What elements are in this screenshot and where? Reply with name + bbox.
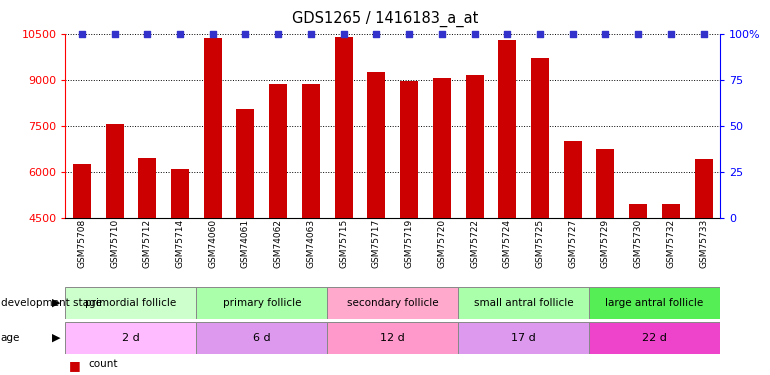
Bar — [695, 159, 712, 355]
Point — [468, 31, 480, 37]
Bar — [204, 38, 222, 355]
Point — [599, 31, 611, 37]
Text: secondary follicle: secondary follicle — [347, 298, 438, 308]
Point — [501, 31, 514, 37]
Bar — [466, 75, 484, 355]
Bar — [270, 84, 287, 355]
Bar — [196, 322, 327, 354]
Point — [206, 31, 219, 37]
Point — [698, 31, 710, 37]
Point — [305, 31, 317, 37]
Bar — [171, 168, 189, 355]
Text: 12 d: 12 d — [380, 333, 405, 343]
Point — [665, 31, 677, 37]
Point — [567, 31, 579, 37]
Bar — [139, 158, 156, 355]
Text: large antral follicle: large antral follicle — [605, 298, 704, 308]
Bar — [105, 124, 123, 355]
Point — [141, 31, 153, 37]
Text: small antral follicle: small antral follicle — [474, 298, 574, 308]
Bar — [629, 204, 647, 355]
Bar — [589, 322, 720, 354]
Bar — [65, 287, 196, 319]
Point — [632, 31, 644, 37]
Text: primordial follicle: primordial follicle — [85, 298, 176, 308]
Text: ■: ■ — [69, 359, 81, 372]
Bar — [531, 58, 549, 355]
Text: development stage: development stage — [1, 298, 102, 308]
Text: 17 d: 17 d — [511, 333, 536, 343]
Point — [370, 31, 383, 37]
Text: primary follicle: primary follicle — [223, 298, 301, 308]
Point — [75, 31, 88, 37]
Bar — [335, 37, 353, 355]
Point — [337, 31, 350, 37]
Bar — [65, 322, 196, 354]
Text: ▶: ▶ — [52, 298, 61, 308]
Bar — [458, 322, 589, 354]
Bar — [400, 81, 418, 355]
Bar — [73, 164, 91, 355]
Point — [534, 31, 546, 37]
Point — [436, 31, 448, 37]
Point — [174, 31, 186, 37]
Bar — [327, 287, 458, 319]
Bar — [367, 72, 385, 355]
Point — [272, 31, 284, 37]
Text: GDS1265 / 1416183_a_at: GDS1265 / 1416183_a_at — [292, 11, 478, 27]
Point — [239, 31, 252, 37]
Point — [109, 31, 121, 37]
Text: age: age — [1, 333, 20, 343]
Bar — [458, 287, 589, 319]
Bar — [236, 109, 254, 355]
Bar — [327, 322, 458, 354]
Bar — [498, 40, 516, 355]
Text: 2 d: 2 d — [122, 333, 140, 343]
Point — [403, 31, 415, 37]
Text: count: count — [89, 359, 118, 369]
Bar — [662, 204, 680, 355]
Bar — [302, 84, 320, 355]
Bar — [196, 287, 327, 319]
Bar — [597, 148, 614, 355]
Text: ▶: ▶ — [52, 333, 61, 343]
Bar — [589, 287, 720, 319]
Text: 6 d: 6 d — [253, 333, 270, 343]
Bar — [564, 141, 581, 355]
Text: 22 d: 22 d — [642, 333, 667, 343]
Bar — [433, 78, 450, 355]
